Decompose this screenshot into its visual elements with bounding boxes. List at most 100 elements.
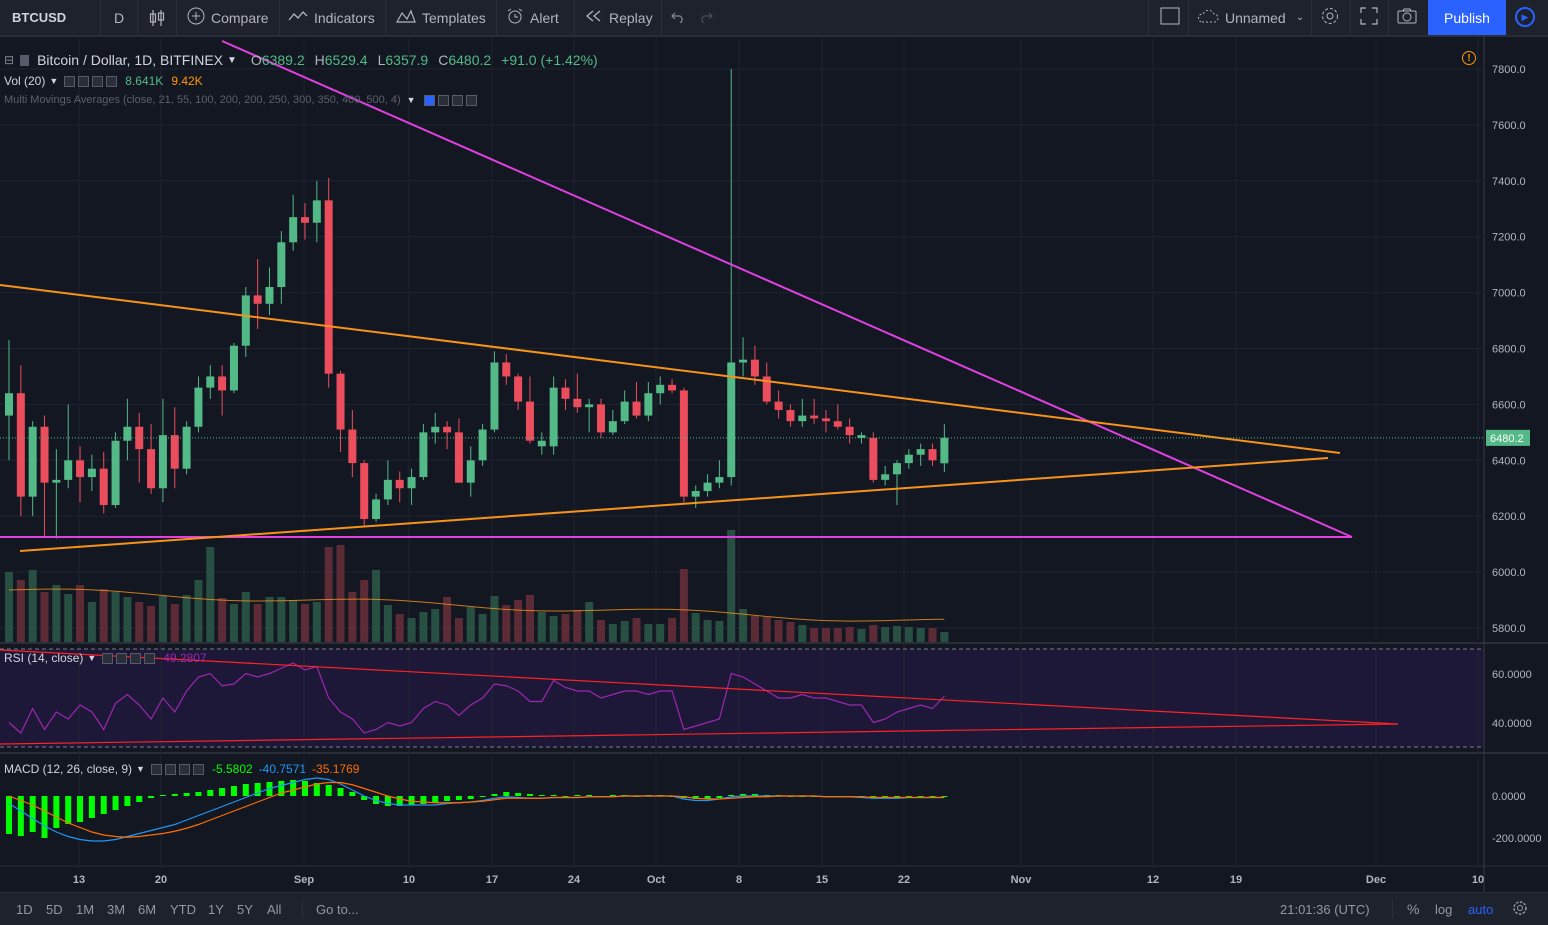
chevron-down-icon[interactable]: ▼ bbox=[49, 76, 59, 86]
macd-histogram-bar bbox=[444, 796, 451, 801]
plus-icon[interactable] bbox=[92, 75, 104, 87]
goto-button[interactable]: Go to... bbox=[316, 901, 359, 917]
range-1m[interactable]: 1M bbox=[76, 901, 95, 917]
candle-down bbox=[597, 404, 605, 433]
range-5d[interactable]: 5D bbox=[46, 901, 63, 917]
volume-bar bbox=[454, 618, 463, 642]
maximize-button[interactable] bbox=[1360, 0, 1378, 35]
symbol-search[interactable]: BTCUSD bbox=[12, 10, 67, 25]
volume-bar bbox=[206, 547, 215, 642]
candle-down bbox=[454, 432, 463, 483]
settings-button[interactable] bbox=[1512, 893, 1528, 925]
rsi-name[interactable]: RSI (14, close) bbox=[4, 651, 84, 665]
chart-style-icon[interactable] bbox=[149, 0, 165, 35]
close-icon[interactable] bbox=[144, 652, 156, 664]
range-3m[interactable]: 3M bbox=[107, 901, 126, 917]
close-icon[interactable] bbox=[106, 75, 118, 87]
gear-icon[interactable] bbox=[437, 94, 449, 106]
gear-icon[interactable] bbox=[164, 763, 176, 775]
play-icon[interactable]: ▶ bbox=[1515, 7, 1535, 27]
rsi-line bbox=[8, 662, 945, 734]
high-value: 6529.4 bbox=[324, 52, 368, 68]
settings-button[interactable] bbox=[1320, 0, 1340, 35]
candle-down bbox=[218, 376, 227, 391]
layout-menu[interactable]: Unnamed ⌄ bbox=[1197, 0, 1304, 35]
redo-button[interactable] bbox=[699, 0, 713, 35]
mma-name[interactable]: Multi Movings Averages (close, 21, 55, 1… bbox=[4, 94, 401, 106]
chevron-down-icon[interactable]: ▼ bbox=[406, 95, 416, 105]
macd-histogram-bar bbox=[148, 796, 155, 798]
time-tick-label: 15 bbox=[816, 874, 828, 886]
macd-histogram-bar bbox=[574, 795, 581, 796]
volume-bar bbox=[585, 602, 594, 642]
log-toggle[interactable]: log bbox=[1435, 901, 1453, 917]
candle-up bbox=[940, 437, 949, 464]
range-1y[interactable]: 1Y bbox=[208, 901, 224, 917]
volume-bar bbox=[16, 580, 25, 642]
close-icon[interactable] bbox=[192, 763, 204, 775]
gear-icon[interactable] bbox=[116, 652, 128, 664]
templates-button[interactable]: Templates bbox=[395, 0, 486, 35]
square-icon bbox=[1160, 7, 1180, 28]
alarm-clock-icon bbox=[506, 7, 524, 29]
eye-icon[interactable] bbox=[150, 763, 162, 775]
plus-icon[interactable] bbox=[178, 763, 190, 775]
range-1d[interactable]: 1D bbox=[16, 901, 33, 917]
macd-name[interactable]: MACD (12, 26, close, 9) bbox=[4, 762, 133, 776]
range-5y[interactable]: 5Y bbox=[237, 901, 253, 917]
chevron-down-icon[interactable]: ▼ bbox=[87, 653, 97, 663]
volume-bar bbox=[869, 625, 878, 642]
candle-down bbox=[928, 449, 937, 461]
candle-down bbox=[762, 376, 771, 402]
symbol-title[interactable]: Bitcoin / Dollar, 1D, BITFINEX bbox=[37, 52, 224, 68]
publish-button[interactable]: Publish bbox=[1428, 0, 1506, 35]
time-tick-label: 24 bbox=[568, 874, 581, 886]
volume-bar bbox=[490, 596, 499, 642]
candle-up bbox=[478, 429, 487, 461]
candle-down bbox=[845, 426, 854, 436]
replay-button[interactable]: Replay bbox=[585, 0, 653, 35]
volume-bar bbox=[301, 604, 309, 642]
eye-icon[interactable] bbox=[423, 94, 435, 106]
alert-label: Alert bbox=[530, 9, 559, 26]
mma-legend: Multi Movings Averages (close, 21, 55, 1… bbox=[4, 94, 480, 106]
chevron-down-icon[interactable]: ▼ bbox=[227, 54, 237, 66]
eye-icon[interactable] bbox=[64, 75, 76, 87]
interval-button[interactable]: D bbox=[114, 9, 125, 26]
fullscreen-toggle[interactable] bbox=[1160, 0, 1180, 35]
rsi-value: 49.2807 bbox=[163, 651, 207, 665]
divider bbox=[1311, 0, 1312, 35]
volume-name[interactable]: Vol (20) bbox=[4, 74, 46, 88]
eye-icon[interactable] bbox=[102, 652, 114, 664]
undo-button[interactable] bbox=[671, 0, 685, 35]
compare-button[interactable]: Compare bbox=[187, 0, 269, 35]
range-6m[interactable]: 6M bbox=[138, 901, 157, 917]
volume-bar bbox=[597, 620, 605, 642]
range-ytd[interactable]: YTD bbox=[170, 901, 196, 917]
plus-icon[interactable] bbox=[451, 94, 463, 106]
candle-up bbox=[206, 376, 215, 388]
price-chart[interactable]: 7800.0 7600.0 7400.0 7200.0 7000.0 6800.0 6600… bbox=[0, 37, 1548, 892]
range-all[interactable]: All bbox=[267, 901, 282, 917]
auto-toggle[interactable]: auto bbox=[1468, 901, 1494, 917]
close-icon[interactable] bbox=[465, 94, 477, 106]
indicators-button[interactable]: Indicators bbox=[288, 0, 375, 35]
time-tick-label: 12 bbox=[1147, 874, 1159, 886]
magenta-trendline bbox=[221, 40, 1353, 538]
percent-toggle[interactable]: % bbox=[1407, 901, 1420, 917]
time-tick-label: 17 bbox=[486, 874, 498, 886]
alert-button[interactable]: Alert bbox=[506, 0, 559, 35]
macd-histogram-bar bbox=[171, 794, 178, 796]
volume-bar bbox=[395, 614, 404, 642]
collapse-icon[interactable]: ⊟ bbox=[4, 53, 15, 67]
candle-up bbox=[194, 387, 203, 427]
chevron-down-icon[interactable]: ▼ bbox=[136, 764, 145, 774]
candle-down bbox=[573, 398, 582, 408]
warning-icon[interactable]: ! bbox=[1462, 51, 1476, 65]
macd-histogram-bar bbox=[526, 794, 533, 796]
gear-icon[interactable] bbox=[78, 75, 90, 87]
plus-icon[interactable] bbox=[130, 652, 142, 664]
volume-bar bbox=[750, 616, 759, 642]
volume-bar bbox=[99, 589, 108, 642]
snapshot-button[interactable] bbox=[1397, 0, 1417, 35]
